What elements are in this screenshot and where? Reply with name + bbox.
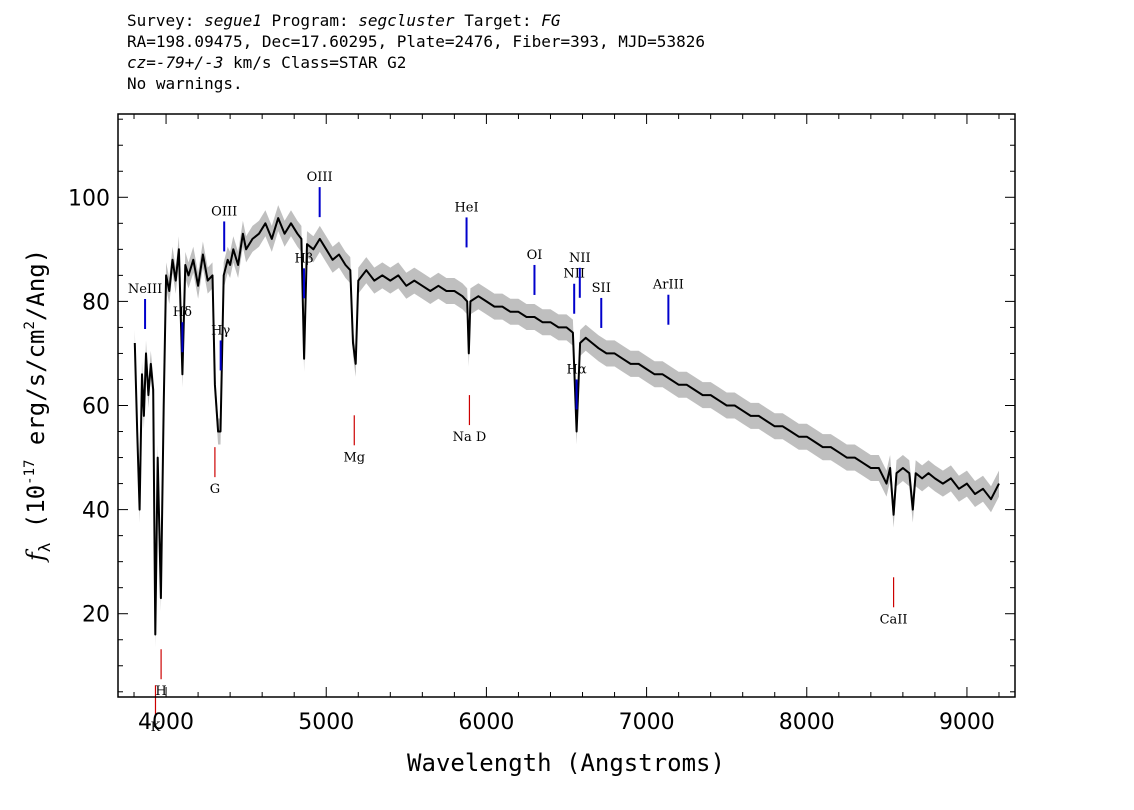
x-tick-label: 8000 (779, 710, 835, 735)
program-value: segcluster (358, 11, 455, 30)
emission-line-label: OIII (211, 204, 237, 219)
y-tick-label: 100 (68, 186, 110, 211)
x-axis-title: Wavelength (Angstroms) (407, 749, 725, 777)
class-text: km/s Class=STAR G2 (223, 53, 407, 72)
header-line-2: RA=198.09475, Dec=17.60295, Plate=2476, … (127, 32, 705, 51)
spectrum-series (133, 217, 1000, 636)
emission-line-label: HeI (454, 200, 478, 215)
emission-line-label: NII (563, 267, 585, 282)
emission-line-label: OI (527, 248, 543, 263)
program-label: Program: (271, 11, 349, 30)
emission-line-label: Hβ (295, 251, 314, 266)
emission-line-label: SII (592, 281, 611, 296)
y-tick-label: 20 (82, 603, 110, 628)
x-tick-label: 5000 (298, 710, 354, 735)
cz-value: cz=-79+/-3 (127, 53, 224, 72)
x-tick-label: 7000 (619, 710, 675, 735)
y-tick-label: 80 (82, 290, 110, 315)
y-tick-label: 40 (82, 499, 110, 524)
absorption-line-label: G (210, 482, 220, 497)
survey-label: Survey: (127, 11, 195, 30)
absorption-line-label: K (151, 720, 161, 735)
x-tick-label: 4000 (138, 710, 194, 735)
header-line-3: cz=-79+/-3 km/s Class=STAR G2 (127, 52, 705, 73)
header-line-1: Survey: segue1 Program: segcluster Targe… (127, 10, 705, 31)
absorption-line-label: Mg (343, 450, 365, 465)
target-value: FG (541, 11, 561, 30)
x-tick-label: 6000 (458, 710, 514, 735)
emission-line-label: OIII (307, 170, 333, 185)
emission-line-label: NeIII (128, 282, 162, 297)
target-label: Target: (464, 11, 532, 30)
x-tick-label: 9000 (939, 710, 995, 735)
plot-frame (117, 113, 1016, 698)
emission-line-label: ArIII (652, 278, 684, 293)
header-line-4: No warnings. (127, 74, 243, 93)
line-markers: OIINeIIIHδHγOIIIHβOIIIHeIOINIIHαNIISIIAr… (128, 170, 908, 735)
emission-line-label: Hα (567, 362, 587, 377)
axes: 4000 5000 6000 7000 8000 9000 20 40 60 80 100 (68, 114, 1015, 735)
absorption-line-label: H (155, 684, 166, 699)
y-axis-title: fλ (10-17 erg/s/cm2/Ang) (22, 249, 54, 563)
absorption-line-label: Na D (453, 430, 487, 445)
emission-line-label: Hδ (173, 305, 192, 320)
spectrum-header: Survey: segue1 Program: segcluster Targe… (127, 10, 705, 94)
survey-value: segue1 (204, 11, 262, 30)
emission-line-label: Hγ (211, 323, 230, 338)
spectrum-line (133, 217, 1000, 636)
emission-line-label: NII (569, 251, 591, 266)
absorption-line-label: CaII (880, 612, 908, 627)
y-tick-label: 60 (82, 395, 110, 420)
